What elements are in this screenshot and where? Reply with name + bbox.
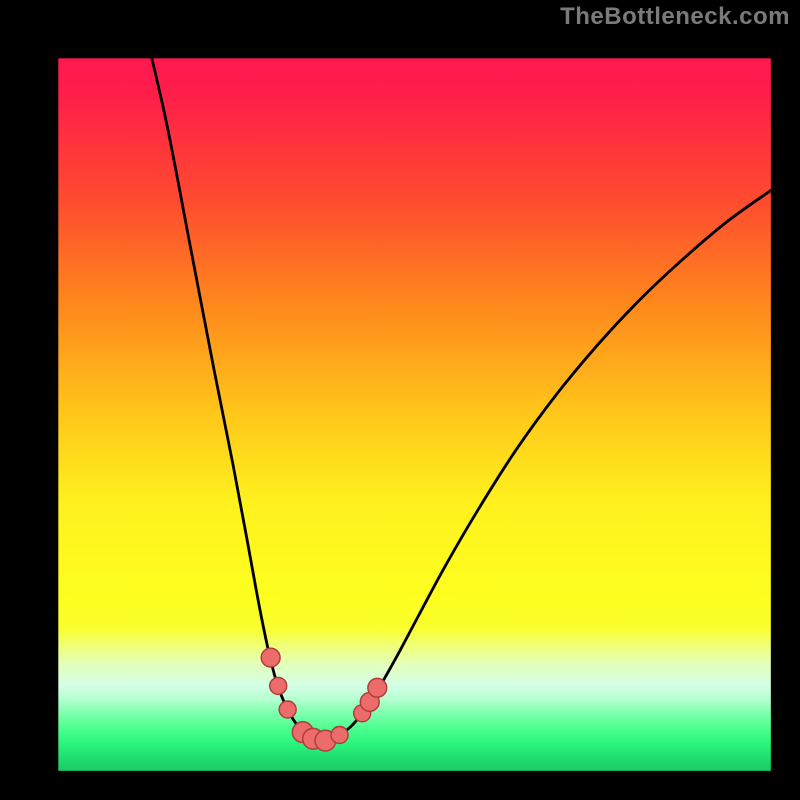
gradient-background — [58, 58, 771, 771]
data-marker — [279, 701, 296, 718]
data-marker — [261, 648, 280, 667]
chart-container: TheBottleneck.com — [0, 0, 800, 800]
plot-area — [30, 30, 785, 785]
plot-svg — [30, 30, 785, 785]
data-marker — [270, 677, 287, 694]
data-marker — [368, 678, 387, 697]
watermark-text: TheBottleneck.com — [560, 3, 790, 31]
data-marker — [331, 726, 348, 743]
